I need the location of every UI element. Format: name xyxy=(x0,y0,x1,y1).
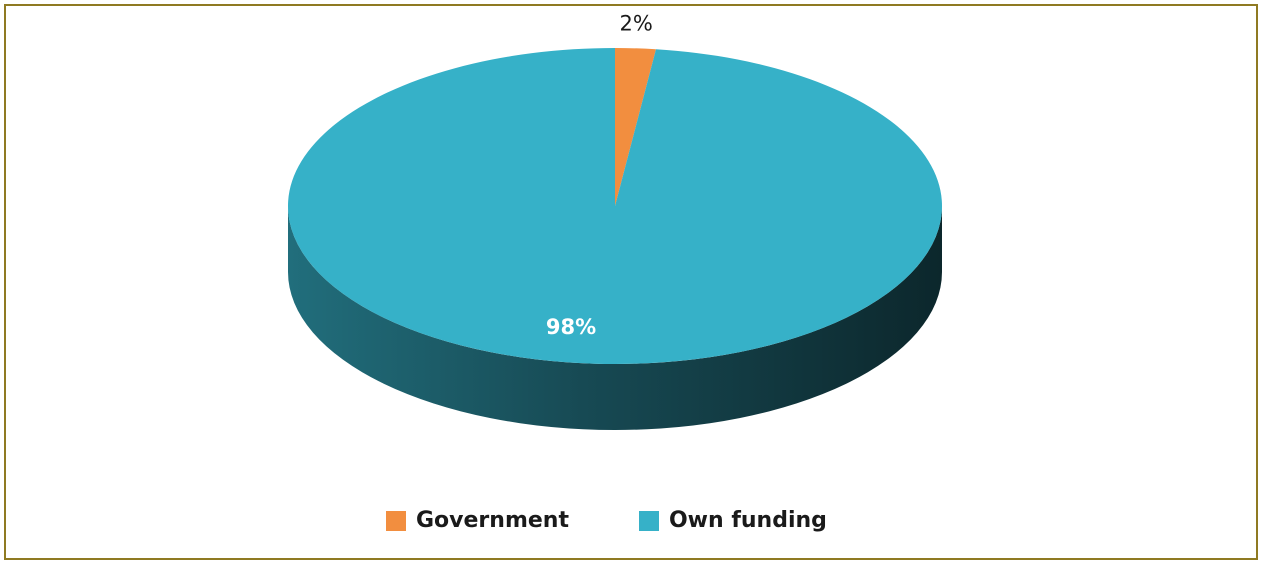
legend-item-government: Government xyxy=(386,508,569,533)
legend-item-own-funding: Own funding xyxy=(638,508,827,533)
pie-3d-sides xyxy=(288,206,942,430)
pie-slice-own-funding xyxy=(288,48,943,364)
pie-top-face xyxy=(288,48,943,364)
legend-label-own-funding: Own funding xyxy=(668,508,827,533)
pie-slice-labels: 2% 98% xyxy=(546,11,653,339)
legend-label-government: Government xyxy=(416,508,569,533)
chart-legend: Government Own funding xyxy=(386,508,897,533)
slice-label-government: 2% xyxy=(619,11,652,35)
slice-label-own-funding: 98% xyxy=(546,315,596,339)
pie-slice-government xyxy=(615,48,656,206)
legend-swatch-government xyxy=(386,510,406,531)
legend-swatch-own-funding xyxy=(638,510,659,531)
pie-side-own-funding xyxy=(288,206,942,430)
